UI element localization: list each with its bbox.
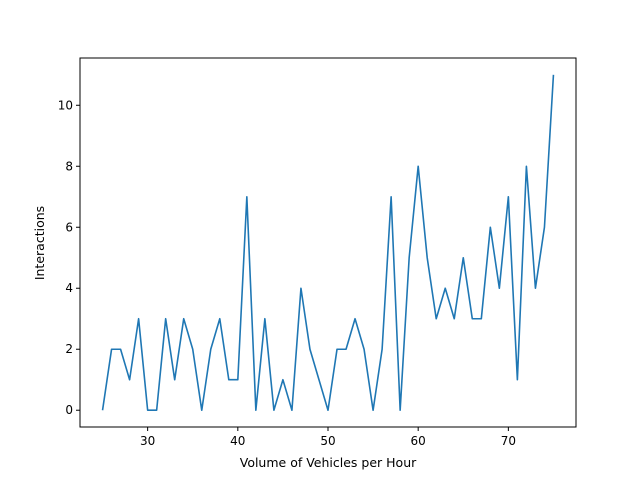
x-tick-label: 50 xyxy=(320,434,335,448)
x-axis-label: Volume of Vehicles per Hour xyxy=(240,455,417,470)
y-tick-label: 0 xyxy=(65,403,73,417)
y-tick-label: 4 xyxy=(65,281,73,295)
x-axis: 30 40 50 60 70 xyxy=(140,427,516,448)
x-tick-label: 60 xyxy=(411,434,426,448)
axes-frame xyxy=(79,57,577,428)
series-layer xyxy=(101,74,555,412)
series-line xyxy=(101,74,555,412)
y-axis-label: Interactions xyxy=(32,206,47,280)
y-tick-label: 2 xyxy=(65,342,73,356)
y-tick-label: 10 xyxy=(58,98,73,112)
y-tick-label: 8 xyxy=(65,159,73,173)
y-tick-label: 6 xyxy=(65,220,73,234)
y-axis: 0 2 4 6 8 10 xyxy=(58,98,80,417)
x-tick-label: 70 xyxy=(501,434,516,448)
x-tick-label: 40 xyxy=(230,434,245,448)
x-tick-label: 30 xyxy=(140,434,155,448)
